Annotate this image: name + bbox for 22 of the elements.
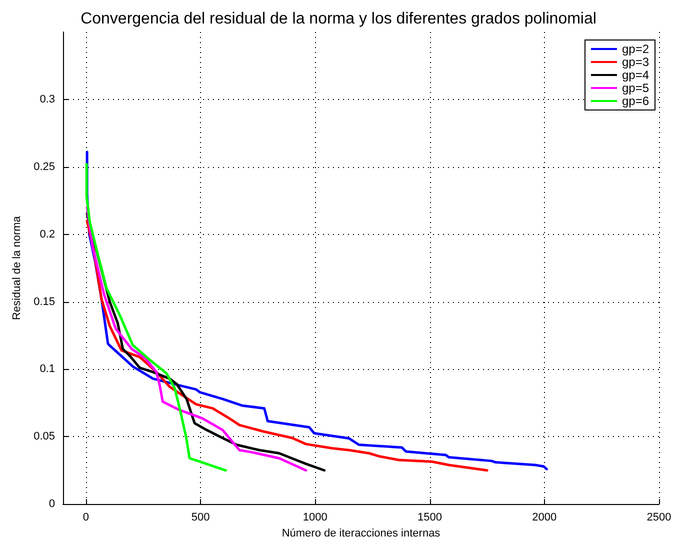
x-tick-label: 1500 <box>418 512 442 524</box>
x-tick-label: 1000 <box>302 512 328 524</box>
x-tick-label: 0 <box>82 512 89 524</box>
y-tick-label: 0.2 <box>40 228 55 240</box>
x-axis-title: Número de iteracciones internas <box>282 528 441 540</box>
y-tick-label: 0.05 <box>34 430 55 443</box>
legend-label: gp=2 <box>622 42 650 56</box>
y-tick-label: 0 <box>48 498 55 510</box>
y-tick-label: 0.25 <box>34 160 55 173</box>
y-tick-label: 0.3 <box>40 93 55 106</box>
y-tick-label: 0.1 <box>40 363 55 376</box>
legend-label: gp=6 <box>622 94 650 108</box>
legend-label: gp=3 <box>622 55 650 69</box>
x-tick-label: 2000 <box>532 512 557 524</box>
x-tick-label: 500 <box>191 512 210 524</box>
chart-title: Convergencia del residual de la norma y los diferentes grados polinomial <box>80 10 596 28</box>
x-tick-label: 2500 <box>646 512 672 524</box>
y-tick-label: 0.15 <box>34 296 55 308</box>
line-series <box>85 162 228 472</box>
legend-label: gp=5 <box>622 81 650 95</box>
legend-label: gp=4 <box>622 68 650 82</box>
y-axis-title: Residual de la norma <box>11 215 24 320</box>
